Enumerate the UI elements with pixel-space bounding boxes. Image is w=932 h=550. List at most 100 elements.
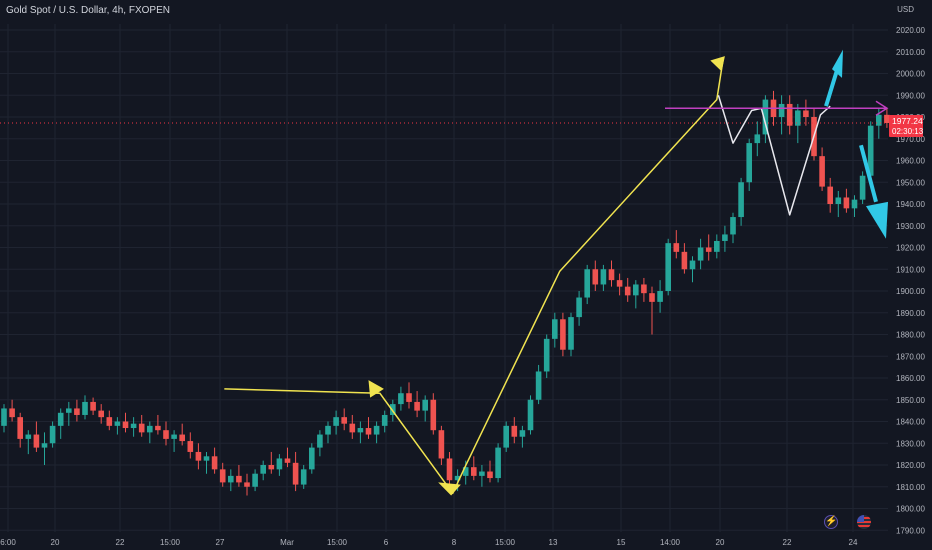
time-tick-label: 13 (549, 538, 558, 547)
candle-body (138, 423, 145, 433)
candle (276, 454, 283, 476)
candle-body (179, 434, 185, 442)
candle (292, 451, 299, 492)
candle-body (446, 458, 453, 481)
candle-body (803, 110, 809, 117)
yellow-arrowhead (368, 380, 384, 398)
candle-body (195, 451, 202, 461)
candle-body (252, 473, 258, 487)
candle-body (649, 293, 655, 302)
candle (786, 95, 793, 135)
candle-body (228, 475, 234, 483)
candle-body (714, 240, 720, 252)
candle-body (827, 186, 833, 204)
candle-body (438, 430, 445, 459)
candle (284, 447, 291, 468)
candle (195, 443, 202, 470)
candle-body (333, 417, 339, 426)
candle (17, 412, 23, 448)
yellow-arrowhead (710, 56, 725, 72)
candle-body (219, 469, 226, 483)
candle (138, 414, 145, 437)
candle-body (300, 469, 307, 485)
time-tick-label: 20 (51, 538, 60, 547)
time-tick-label: 14:00 (660, 538, 681, 547)
candle (219, 462, 226, 487)
candle (867, 121, 874, 183)
candle-body (503, 425, 509, 448)
candle-body (90, 401, 96, 411)
candle (1, 404, 7, 433)
candle (884, 108, 890, 128)
candle (576, 291, 582, 326)
candle (803, 99, 809, 126)
candle (49, 421, 56, 448)
candle-body (835, 197, 842, 204)
candle-body (49, 425, 56, 444)
candle-body (82, 401, 88, 415)
candle-body (414, 401, 420, 411)
candle-body (511, 425, 518, 437)
candle-body (851, 199, 858, 209)
candle (228, 469, 234, 492)
time-tick-label: 22 (783, 538, 792, 547)
candle (738, 177, 744, 226)
candle-body (778, 103, 785, 117)
candle-body (203, 456, 210, 461)
candle (608, 260, 615, 287)
us-flag-icon[interactable] (857, 515, 871, 529)
candle-body (341, 417, 347, 424)
candle-body (681, 251, 688, 270)
candle (446, 451, 453, 487)
lightning-icon[interactable]: ⚡ (824, 515, 838, 529)
price-tick-label: 1860.00 (896, 374, 925, 383)
candle (365, 417, 372, 439)
candle (309, 443, 315, 474)
candle-body (1, 408, 7, 426)
time-tick-label: 6:00 (0, 538, 16, 547)
candle (381, 410, 388, 433)
candle-body (600, 269, 607, 285)
candle (25, 430, 32, 455)
candle-body (122, 421, 129, 429)
candle-body (657, 291, 663, 302)
candle-body (616, 280, 623, 287)
candle-body (543, 338, 550, 372)
candle (600, 264, 607, 291)
candle-body (66, 408, 72, 413)
candle-body (633, 284, 639, 296)
candle-body (843, 197, 850, 209)
candle-body (187, 441, 194, 452)
price-axis: 2020.002010.002000.001990.001980.001970.… (889, 26, 925, 535)
candle-body (33, 434, 40, 448)
candle-body (317, 434, 323, 448)
candle-body (41, 443, 48, 448)
candle (495, 443, 501, 483)
time-tick-label: 27 (216, 538, 225, 547)
price-tick-label: 1840.00 (896, 418, 925, 427)
time-tick-label: Mar (280, 538, 294, 547)
candle-body (519, 430, 526, 437)
time-tick-label: 6 (384, 538, 389, 547)
candle-body (608, 269, 615, 281)
candle-body (754, 134, 761, 144)
candle (665, 238, 671, 296)
candle (398, 386, 404, 411)
candle (649, 286, 655, 335)
candle (827, 177, 833, 213)
candle-body (398, 393, 404, 405)
candle (730, 212, 736, 244)
candle-body (74, 408, 80, 415)
candle (705, 234, 712, 261)
candle (414, 391, 420, 418)
candle-body (106, 417, 113, 426)
candle (147, 421, 153, 444)
candle-body (9, 408, 15, 418)
time-tick-label: 15:00 (160, 538, 181, 547)
candle-body (624, 286, 631, 296)
candle-body (730, 217, 736, 235)
candle (503, 421, 509, 452)
candle (681, 243, 688, 274)
